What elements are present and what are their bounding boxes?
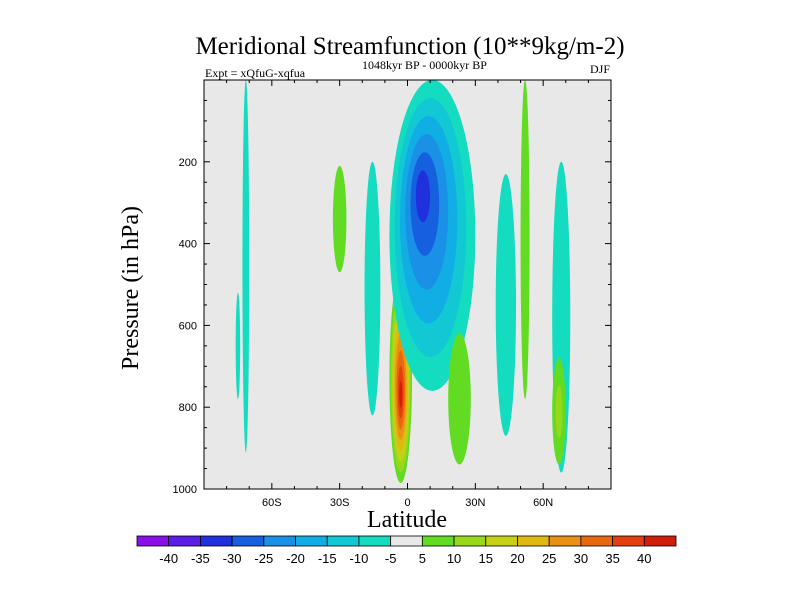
y-tick-label-800: 800 xyxy=(179,402,197,414)
colorbar-box-13 xyxy=(548,535,582,547)
colorbar-label-2: -30 xyxy=(223,551,242,566)
colorbar-label-7: -5 xyxy=(385,551,397,566)
contour-nh-positive-near-52n-level-1 xyxy=(520,80,530,400)
colorbar-box-4 xyxy=(263,535,296,547)
x-tick-label-3: 30N xyxy=(465,497,485,509)
colorbar-box-2 xyxy=(200,535,233,547)
colorbar-label-14: 35 xyxy=(605,551,619,566)
x-axis-label: Latitude xyxy=(367,507,447,533)
x-axis: 60S 30S 0 30N 60N xyxy=(203,80,612,509)
colorbar-label-6: -10 xyxy=(350,551,369,566)
colorbar-box-14 xyxy=(580,535,613,547)
colorbar-box-7 xyxy=(358,535,392,547)
colorbar-box-11 xyxy=(485,535,518,547)
colorbar-box-0 xyxy=(136,535,170,547)
colorbar-box-12 xyxy=(517,535,550,547)
season-label: DJF xyxy=(590,62,610,76)
y-tick-label-600: 600 xyxy=(179,320,197,332)
contour-sh-subtropic-negative-level-1 xyxy=(364,161,381,416)
colorbar-box-6 xyxy=(326,535,360,547)
colorbar-label-0: -40 xyxy=(159,551,178,566)
colorbar-box-16 xyxy=(643,535,677,547)
colorbar-label-5: -15 xyxy=(318,551,337,566)
y-tick-label-200: 200 xyxy=(179,157,197,169)
y-axis-label: Pressure (in hPa) xyxy=(118,206,144,370)
contour-upper-negative-cell-level-6 xyxy=(415,170,431,223)
colorbar-label-3: -25 xyxy=(254,551,273,566)
x-tick-label-4: 60N xyxy=(533,497,553,509)
colorbar-box-8 xyxy=(390,535,423,547)
contour-nh-negative-near-45n-level-1 xyxy=(495,174,517,436)
colorbar-label-13: 30 xyxy=(574,551,588,566)
contour-sh-negative-sliver-level-1 xyxy=(235,292,241,400)
x-tick-label-2: 0 xyxy=(404,497,410,509)
colorbar-label-9: 10 xyxy=(447,551,461,566)
period-label: 1048kyr BP - 0000kyr BP xyxy=(362,58,487,72)
contour-nh-positive-near-68n-level-2 xyxy=(555,384,563,438)
colorbar-label-1: -35 xyxy=(191,551,210,566)
colorbar-label-8: 5 xyxy=(419,551,426,566)
colorbar-box-5 xyxy=(295,535,328,547)
colorbar-label-15: 40 xyxy=(637,551,651,566)
colorbar-box-10 xyxy=(453,535,487,547)
colorbar-box-9 xyxy=(421,535,455,547)
colorbar-box-3 xyxy=(231,535,265,547)
y-tick-label-400: 400 xyxy=(179,239,197,251)
y-axis: 200 400 600 800 1000 xyxy=(173,79,611,496)
colorbar-box-1 xyxy=(168,535,201,547)
colorbar-label-4: -20 xyxy=(286,551,305,566)
contour-sh-polar-negative-band-level-1 xyxy=(242,80,250,453)
y-tick-label-1000: 1000 xyxy=(173,484,197,496)
colorbar: -40 -35 -30 -25 -20 -15 -10 -5 5 10 15 20 25 30 35 40 xyxy=(136,535,677,566)
x-tick-label-0: 60S xyxy=(262,497,282,509)
x-tick-label-1: 30S xyxy=(330,497,350,509)
contour-field xyxy=(235,80,571,483)
contour-nh-positive-near-20n-level-1 xyxy=(448,333,471,465)
contour-equatorial-positive-cell-level-8 xyxy=(399,381,403,408)
experiment-label: Expt = xQfuG-xqfua xyxy=(205,66,306,80)
contour-sh-subtropic-positive-level-1 xyxy=(332,165,347,273)
colorbar-label-10: 15 xyxy=(479,551,493,566)
chart-title: Meridional Streamfunction (10**9kg/m-2) xyxy=(195,33,624,60)
colorbar-label-11: 20 xyxy=(510,551,524,566)
colorbar-label-12: 25 xyxy=(542,551,556,566)
colorbar-box-15 xyxy=(612,535,645,547)
